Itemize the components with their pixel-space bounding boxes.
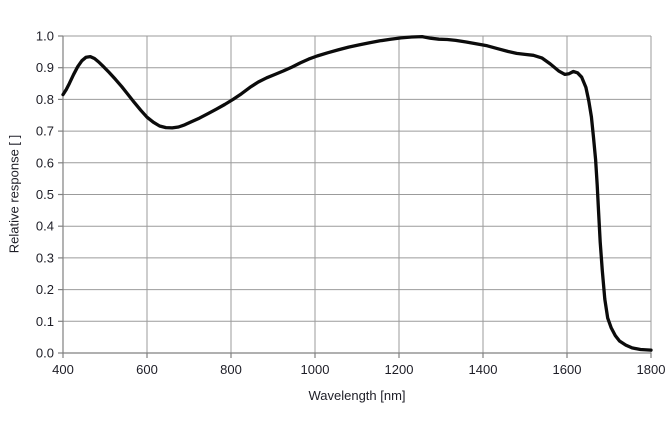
response-curve bbox=[61, 34, 653, 352]
x-tick-label: 1200 bbox=[385, 362, 414, 377]
y-tick-label: 0.3 bbox=[36, 250, 54, 265]
y-tick-label: 0.0 bbox=[36, 346, 54, 361]
y-tick-label: 0.2 bbox=[36, 282, 54, 297]
x-tick-label: 1400 bbox=[469, 362, 498, 377]
y-tick-label: 0.6 bbox=[36, 155, 54, 170]
x-tick-label: 800 bbox=[220, 362, 242, 377]
y-tick-label: 0.4 bbox=[36, 219, 54, 234]
y-tick-label: 0.7 bbox=[36, 124, 54, 139]
x-tick-label: 600 bbox=[136, 362, 158, 377]
y-tick-label: 0.8 bbox=[36, 92, 54, 107]
x-tick-label: 400 bbox=[52, 362, 74, 377]
y-tick-label: 1.0 bbox=[36, 29, 54, 44]
x-tick-label: 1800 bbox=[637, 362, 666, 377]
y-tick-label: 0.5 bbox=[36, 187, 54, 202]
x-axis-title: Wavelength [nm] bbox=[308, 388, 406, 403]
x-tick-label: 1000 bbox=[301, 362, 330, 377]
y-axis-title: Relative response [ ] bbox=[6, 134, 22, 254]
y-tick-label: 0.1 bbox=[36, 314, 54, 329]
x-tick-label: 1600 bbox=[553, 362, 582, 377]
y-tick-label: 0.9 bbox=[36, 60, 54, 75]
